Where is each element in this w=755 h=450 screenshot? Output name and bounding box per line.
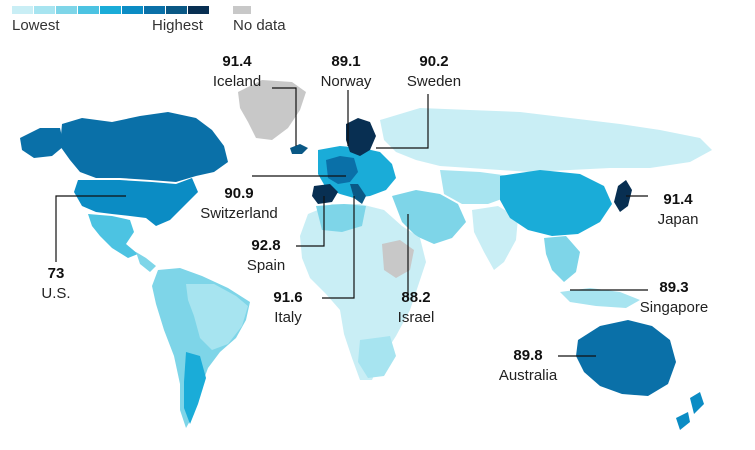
callout-singapore-name: Singapore bbox=[640, 299, 708, 316]
leader-italy bbox=[322, 196, 355, 299]
callout-iceland-value: 91.4 bbox=[222, 53, 252, 70]
region-indonesia bbox=[560, 288, 640, 308]
callout-israel-name: Israel bbox=[398, 309, 435, 326]
callout-israel-value: 88.2 bbox=[401, 289, 430, 306]
callout-italy-name: Italy bbox=[274, 309, 302, 326]
legend-no-data-label: No data bbox=[233, 17, 286, 34]
callout-switzerland-name: Switzerland bbox=[200, 205, 278, 222]
legend-swatch bbox=[12, 6, 33, 14]
callout-italy-value: 91.6 bbox=[273, 289, 302, 306]
legend-lowest-label: Lowest bbox=[12, 17, 60, 34]
region-sudan bbox=[382, 240, 414, 278]
callouts: 91.4 Iceland 89.1 Norway 90.2 Sweden 90.… bbox=[41, 53, 708, 384]
callout-japan-value: 91.4 bbox=[663, 191, 693, 208]
region-italy bbox=[350, 184, 366, 204]
legend-highest-label: Highest bbox=[152, 17, 203, 34]
region-spain bbox=[312, 184, 338, 204]
callout-norway-value: 89.1 bbox=[331, 53, 360, 70]
callout-usa-name: U.S. bbox=[41, 285, 70, 302]
leader-sweden bbox=[376, 94, 429, 149]
region-central-america bbox=[136, 252, 156, 272]
legend-color-scale bbox=[12, 6, 210, 14]
region-middle-east bbox=[392, 190, 466, 244]
region-russia bbox=[380, 108, 712, 172]
region-mexico bbox=[88, 214, 138, 258]
region-brazil bbox=[186, 284, 248, 350]
callout-spain-value: 92.8 bbox=[251, 237, 280, 254]
region-chile-argentina bbox=[184, 352, 206, 424]
region-japan bbox=[614, 180, 632, 212]
callout-iceland-name: Iceland bbox=[213, 73, 261, 90]
region-india bbox=[472, 206, 518, 270]
callout-switzerland-value: 90.9 bbox=[224, 185, 253, 202]
legend-swatch bbox=[100, 6, 121, 14]
callout-leaders bbox=[55, 87, 648, 357]
region-iceland bbox=[290, 144, 308, 154]
callout-singapore-value: 89.3 bbox=[659, 279, 688, 296]
region-new-zealand bbox=[676, 392, 704, 430]
region-central-asia bbox=[440, 170, 510, 204]
callout-norway-name: Norway bbox=[321, 73, 372, 90]
region-canada bbox=[60, 112, 228, 182]
leader-usa bbox=[55, 195, 126, 262]
callout-sweden-value: 90.2 bbox=[419, 53, 448, 70]
region-china bbox=[500, 170, 612, 236]
region-alaska bbox=[20, 128, 64, 158]
region-australia bbox=[576, 320, 676, 396]
callout-usa-value: 73 bbox=[48, 265, 65, 282]
legend-swatch bbox=[34, 6, 55, 14]
legend-swatch bbox=[144, 6, 165, 14]
leader-spain bbox=[296, 196, 325, 247]
legend-swatch bbox=[166, 6, 187, 14]
region-scandinavia bbox=[346, 118, 376, 156]
region-usa bbox=[74, 178, 198, 226]
legend-swatch bbox=[78, 6, 99, 14]
callout-spain-name: Spain bbox=[247, 257, 285, 274]
callout-australia-value: 89.8 bbox=[513, 347, 542, 364]
leader-iceland bbox=[272, 87, 297, 146]
callout-australia-name: Australia bbox=[499, 367, 558, 384]
legend-no-data-swatch bbox=[233, 6, 251, 14]
region-southeast-asia bbox=[544, 236, 580, 282]
callout-sweden-name: Sweden bbox=[407, 73, 461, 90]
legend-swatch bbox=[122, 6, 143, 14]
legend-swatch bbox=[188, 6, 209, 14]
region-greenland bbox=[238, 80, 306, 140]
callout-japan-name: Japan bbox=[658, 211, 699, 228]
region-southern-africa bbox=[358, 336, 396, 378]
legend-swatch bbox=[56, 6, 77, 14]
region-western-europe bbox=[326, 156, 358, 184]
